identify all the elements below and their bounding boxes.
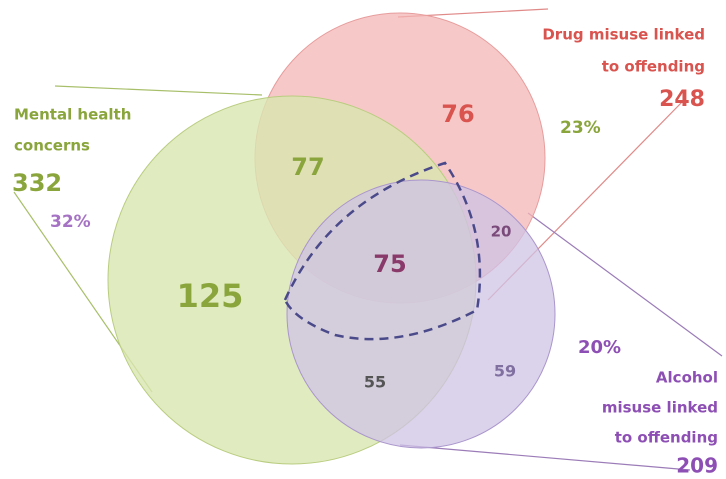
set-label: Alcohol <box>656 369 718 387</box>
region-count: 20 <box>491 223 512 241</box>
set-label: to offending <box>602 58 705 76</box>
region-count: 55 <box>364 373 386 392</box>
overlap-outline <box>283 161 482 341</box>
region-count: 77 <box>291 153 324 181</box>
region-count: 76 <box>441 100 474 128</box>
set-total: 248 <box>659 87 705 112</box>
set-total: 209 <box>676 454 718 478</box>
set-label: Drug misuse linked <box>542 26 705 44</box>
leader-line <box>54 85 263 96</box>
alcohol-circle <box>286 179 556 449</box>
leader-line <box>399 444 691 471</box>
set-label: misuse linked <box>602 399 718 417</box>
region-count: 59 <box>494 362 516 381</box>
set-label: to offending <box>615 429 718 447</box>
leader-line <box>527 212 723 357</box>
set-label: Mental health <box>14 106 131 124</box>
set-total: 332 <box>12 169 62 197</box>
set-share: 32% <box>50 212 91 232</box>
set-share: 20% <box>578 337 621 358</box>
set-label: concerns <box>14 137 90 155</box>
set-share: 23% <box>560 118 601 138</box>
region-count: 75 <box>373 250 406 278</box>
region-count: 125 <box>177 277 244 315</box>
